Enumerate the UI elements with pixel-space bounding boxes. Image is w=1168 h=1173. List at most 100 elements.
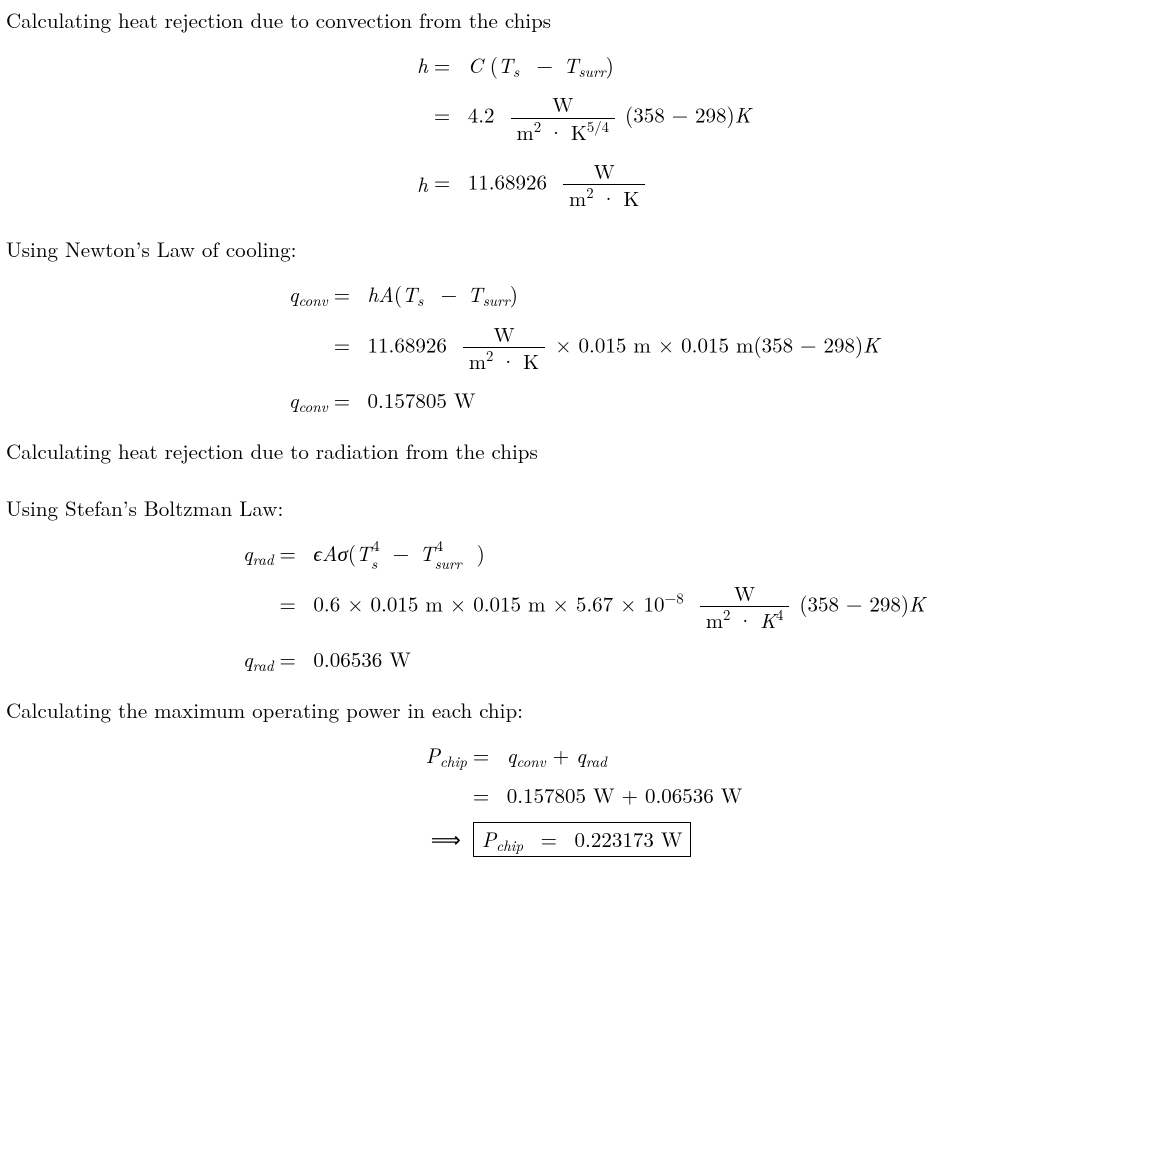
para-conv-heading: Calculating heat rejection due to convec… xyxy=(6,8,1162,33)
den-m-exp: 2 xyxy=(534,116,541,137)
q-lhs: q xyxy=(289,279,299,309)
den4: m2 · K4 xyxy=(700,608,790,633)
P-sub2: chip xyxy=(496,835,523,856)
den: m2 · K5/4 xyxy=(511,120,616,145)
sub-s: s xyxy=(513,61,519,82)
qrad-val: 0.06536 W xyxy=(313,644,410,674)
den4-K-exp: 4 xyxy=(776,604,783,625)
minus2: − xyxy=(430,279,467,309)
den-dotK: · K xyxy=(541,117,587,146)
rparen2: ) xyxy=(510,279,518,309)
eq-text: = xyxy=(334,385,361,415)
den2-dotK: · K xyxy=(594,183,640,212)
para-newton: Using Newton’s Law of cooling: xyxy=(6,237,1162,262)
eq-text: = xyxy=(434,100,461,130)
K2: K xyxy=(863,329,879,359)
eq-qrad-block: qrad = ϵAσ(T4s − T4surr) = 0.6 × 0.015 m… xyxy=(6,541,1162,672)
sub-surr2: surr xyxy=(483,291,510,312)
eq-text: = xyxy=(280,538,307,568)
num-W: W xyxy=(546,92,579,117)
eq-text: = xyxy=(334,279,361,309)
den4-K: K xyxy=(760,605,776,634)
den4-dot: · xyxy=(730,605,760,634)
Asigma: Aσ xyxy=(322,538,348,568)
den2-m: m xyxy=(569,183,586,212)
eq-text: = xyxy=(434,50,461,80)
paren-vals2: (358 − 298) xyxy=(799,588,909,618)
unit-frac3: W m2 · K xyxy=(463,322,545,374)
P-lhs2: P xyxy=(482,824,496,854)
T6: T xyxy=(420,538,435,568)
eps: ϵ xyxy=(313,538,321,568)
eq-h-block: h = C (Ts − Tsurr) = 4.2 W m2 · K5/4 (35… xyxy=(6,53,1162,211)
lparen2: ( xyxy=(394,279,402,309)
sym-T2: T xyxy=(564,50,579,80)
rad-exp: −8 xyxy=(665,587,684,608)
sub-s2: s xyxy=(417,291,423,312)
q-lhs2: q xyxy=(289,385,299,415)
P-val: 0.223173 W xyxy=(575,824,683,854)
minus3: − xyxy=(393,538,420,568)
unit-frac2: W m2 · K xyxy=(563,159,645,211)
eq-pchip-block: Pchip = qconv + qrad = 0.157805 W + 0.06… xyxy=(6,743,1162,857)
hA: hA xyxy=(368,279,394,309)
rad-pre: 0.6 × 0.015 m × 0.015 m × 5.67 × 10 xyxy=(313,588,664,618)
sym-K: K xyxy=(735,100,751,130)
eq-text: = xyxy=(334,329,361,359)
den3: m2 · K xyxy=(463,349,545,374)
T5: T xyxy=(356,538,371,568)
coef2: 11.68926 xyxy=(368,329,447,359)
qrad-lhs2: q xyxy=(243,644,253,674)
lparen3: ( xyxy=(348,538,356,568)
sym-T: T xyxy=(498,50,513,80)
den3-m: m xyxy=(469,346,486,375)
T3: T xyxy=(402,279,417,309)
eq-text: = xyxy=(473,740,500,770)
q1-sub: conv xyxy=(516,752,545,773)
num-W2: W xyxy=(588,159,621,184)
den-K-exp: 5/4 xyxy=(587,116,609,137)
qconv-val: 0.157805 W xyxy=(368,385,476,415)
num-W3: W xyxy=(487,322,520,347)
unit-frac4: W m2 · K4 xyxy=(700,581,790,633)
den2-m-exp: 2 xyxy=(586,182,593,203)
den4-m: m xyxy=(706,605,723,634)
implies-icon: ⟹ xyxy=(431,824,467,854)
times-dims: × 0.015 m × 0.015 m(358 − 298) xyxy=(555,329,863,359)
sum-vals: 0.157805 W + 0.06536 W xyxy=(507,780,743,810)
q1: q xyxy=(507,740,517,770)
eq-qconv-block: qconv = hA(Ts − Tsurr) = 11.68926 W m2 ·… xyxy=(6,282,1162,413)
unit-frac: W m2 · K5/4 xyxy=(511,92,616,144)
qrad-lhs: q xyxy=(243,538,253,568)
sub-surr: surr xyxy=(579,61,606,82)
den2: m2 · K xyxy=(563,186,645,211)
paren-vals: (358 − 298) xyxy=(625,100,735,130)
eq-text: = xyxy=(434,166,461,196)
q-sub: conv xyxy=(298,291,327,312)
den3-dotK: · K xyxy=(493,346,539,375)
rparen3: ) xyxy=(477,538,485,568)
eq-text: = xyxy=(473,780,500,810)
coef: 4.2 xyxy=(468,100,495,130)
h-val: 11.68926 xyxy=(468,166,547,196)
eq-text: = xyxy=(280,588,307,618)
plus: + xyxy=(553,740,576,770)
T4: T xyxy=(468,279,483,309)
qrad-sub2: rad xyxy=(253,655,274,676)
para-stefan: Using Stefan’s Boltzman Law: xyxy=(6,496,1162,521)
lparen: ( xyxy=(490,50,498,80)
para-rad-heading: Calculating heat rejection due to radiat… xyxy=(6,439,1162,464)
q-sub2: conv xyxy=(298,396,327,417)
para-pchip: Calculating the maximum operating power … xyxy=(6,698,1162,723)
eq-text: = xyxy=(280,644,307,674)
q2: q xyxy=(576,740,586,770)
rparen: ) xyxy=(606,50,614,80)
num-W4: W xyxy=(728,581,761,606)
q2-sub: rad xyxy=(586,752,607,773)
sym-C: C xyxy=(468,50,483,80)
h-lhs2: h xyxy=(417,169,428,199)
h-lhs: h xyxy=(417,50,428,80)
K3: K xyxy=(909,588,925,618)
den-m: m xyxy=(517,117,534,146)
qrad-sub: rad xyxy=(253,550,274,571)
